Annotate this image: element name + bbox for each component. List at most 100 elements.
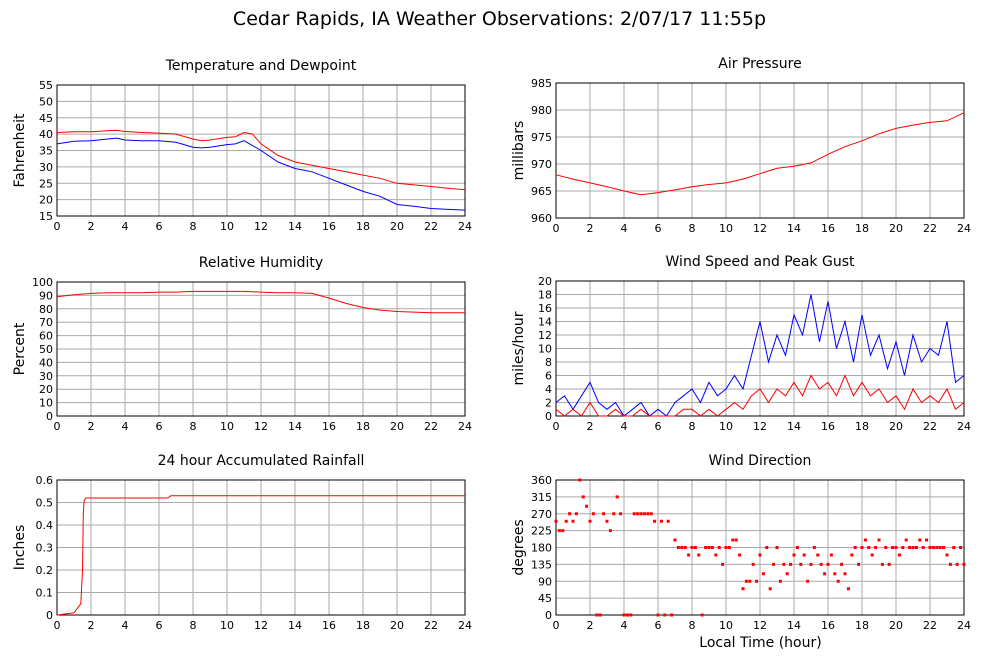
- scatter-point: [782, 562, 786, 566]
- plot-frame: [555, 280, 965, 417]
- chart-title: Air Pressure: [718, 56, 801, 72]
- y-tick-label: 20: [538, 275, 552, 288]
- scatter-point: [901, 546, 905, 549]
- y-tick-label: 60: [39, 330, 53, 343]
- x-tick-label: 8: [190, 220, 197, 233]
- y-tick-label: 70: [39, 316, 53, 329]
- y-tick-label: 90: [538, 575, 552, 588]
- y-tick-label: 0: [545, 410, 552, 423]
- scatter-point: [751, 562, 755, 566]
- scatter-point: [683, 546, 687, 549]
- chart-title: Wind Direction: [709, 453, 812, 469]
- scatter-point: [591, 512, 595, 516]
- y-tick-label: 50: [39, 343, 53, 356]
- y-tick-label: 0: [46, 609, 53, 622]
- scatter-point: [880, 562, 884, 566]
- y-tick-label: 0.5: [36, 497, 54, 510]
- y-axis-label: miles/hour: [511, 311, 527, 385]
- x-tick-label: 0: [54, 420, 61, 433]
- scatter-point: [659, 519, 663, 523]
- scatter-point: [792, 553, 796, 557]
- scatter-point: [962, 562, 966, 566]
- scatter-point: [693, 546, 697, 549]
- x-tick-label: 24: [458, 220, 472, 233]
- x-tick-label: 22: [923, 619, 937, 632]
- scatter-point: [629, 613, 633, 617]
- scatter-point: [775, 546, 779, 549]
- x-tick-label: 8: [689, 222, 696, 235]
- y-tick-label: 965: [531, 185, 552, 198]
- scatter-point: [928, 546, 932, 549]
- scatter-point: [697, 553, 701, 557]
- x-tick-label: 16: [322, 619, 336, 632]
- scatter-point: [863, 538, 867, 542]
- x-tick-label: 0: [553, 420, 560, 433]
- scatter-point: [867, 546, 871, 549]
- scatter-point: [625, 613, 629, 617]
- x-tick-label: 6: [655, 222, 662, 235]
- scatter-point: [948, 562, 952, 566]
- scatter-point: [656, 613, 660, 617]
- scatter-point: [826, 562, 830, 566]
- x-tick-label: 6: [156, 619, 163, 632]
- scatter-point: [622, 613, 626, 617]
- scatter-point: [602, 512, 606, 516]
- x-tick-label: 8: [689, 420, 696, 433]
- x-tick-label: 20: [390, 220, 404, 233]
- x-tick-label: 4: [621, 222, 628, 235]
- plot-frame: [56, 281, 466, 417]
- x-tick-label: 6: [156, 420, 163, 433]
- scatter-point: [557, 529, 561, 533]
- x-tick-label: 18: [855, 222, 869, 235]
- y-tick-label: 20: [39, 194, 53, 207]
- x-tick-label: 24: [957, 619, 971, 632]
- scatter-point: [717, 546, 721, 549]
- scatter-point: [673, 538, 677, 542]
- x-tick-label: 4: [122, 619, 129, 632]
- chart-title: Relative Humidity: [199, 255, 323, 271]
- scatter-point: [918, 538, 922, 542]
- y-tick-label: 55: [39, 79, 53, 92]
- x-tick-label: 16: [322, 220, 336, 233]
- chart-title: Temperature and Dewpoint: [165, 58, 357, 74]
- y-tick-label: 30: [39, 161, 53, 174]
- scatter-point: [789, 562, 793, 566]
- scatter-point: [850, 553, 854, 557]
- y-tick-label: 0: [46, 410, 53, 423]
- scatter-point: [778, 579, 782, 583]
- x-tick-label: 4: [122, 420, 129, 433]
- scatter-point: [945, 553, 949, 557]
- x-tick-label: 2: [587, 222, 594, 235]
- y-tick-label: 0.6: [36, 474, 54, 487]
- x-tick-label: 2: [88, 619, 95, 632]
- scatter-point: [931, 546, 935, 549]
- plot-frame: [555, 82, 965, 219]
- scatter-point: [860, 546, 864, 549]
- y-tick-label: 315: [531, 491, 552, 504]
- x-tick-label: 14: [787, 619, 801, 632]
- plot-frame: [56, 84, 466, 217]
- y-axis-label: Fahrenheit: [12, 113, 28, 188]
- scatter-point: [819, 562, 823, 566]
- x-tick-label: 18: [855, 420, 869, 433]
- scatter-point: [802, 553, 806, 557]
- y-tick-label: 40: [39, 356, 53, 369]
- scatter-point: [700, 613, 704, 617]
- scatter-point: [642, 512, 646, 516]
- x-tick-label: 2: [587, 619, 594, 632]
- scatter-point: [755, 579, 759, 583]
- scatter-point: [812, 546, 816, 549]
- x-tick-label: 2: [88, 420, 95, 433]
- y-tick-label: 12: [538, 329, 552, 342]
- shared-x-axis-label: Local Time (hour): [699, 635, 822, 651]
- scatter-point: [724, 546, 728, 549]
- scatter-point: [707, 546, 711, 549]
- scatter-point: [908, 546, 912, 549]
- x-tick-label: 22: [424, 220, 438, 233]
- x-tick-label: 20: [889, 619, 903, 632]
- x-tick-label: 22: [923, 420, 937, 433]
- scatter-point: [714, 553, 718, 557]
